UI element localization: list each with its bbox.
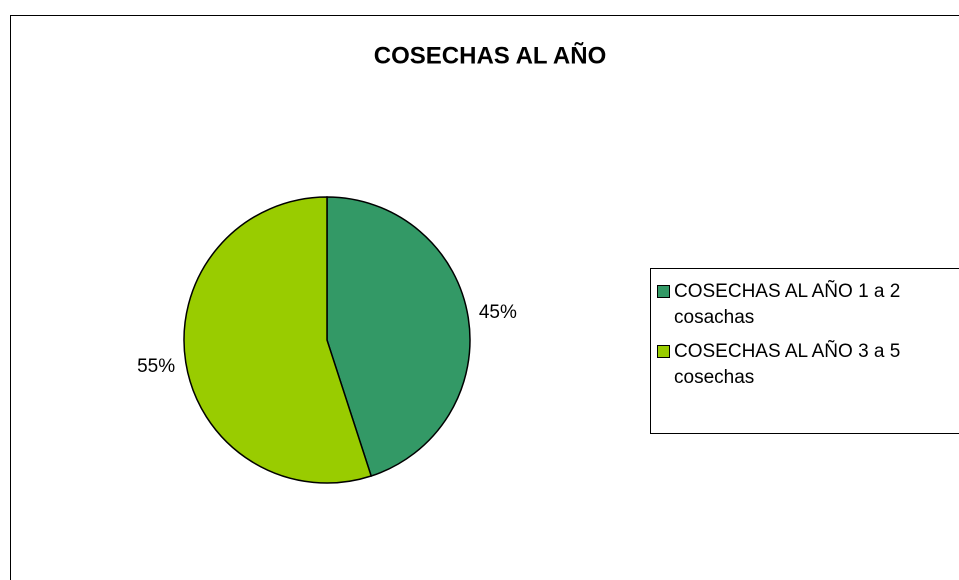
legend-label: COSECHAS AL AÑO 1 a 2 cosachas: [674, 281, 901, 328]
legend-item: COSECHAS AL AÑO 3 a 5 cosechas: [657, 339, 959, 391]
legend-label: COSECHAS AL AÑO 3 a 5 cosechas: [674, 341, 901, 388]
legend-swatch: [657, 285, 670, 298]
data-label: 45%: [479, 302, 517, 323]
pie-slice: [326, 196, 471, 477]
pie-slice: [183, 196, 373, 484]
legend: COSECHAS AL AÑO 1 a 2 cosachas COSECHAS A…: [650, 268, 959, 434]
legend-item: COSECHAS AL AÑO 1 a 2 cosachas: [657, 279, 959, 331]
legend-swatch: [657, 345, 670, 358]
data-label: 55%: [137, 356, 175, 377]
chart-title: COSECHAS AL AÑO: [374, 41, 606, 69]
